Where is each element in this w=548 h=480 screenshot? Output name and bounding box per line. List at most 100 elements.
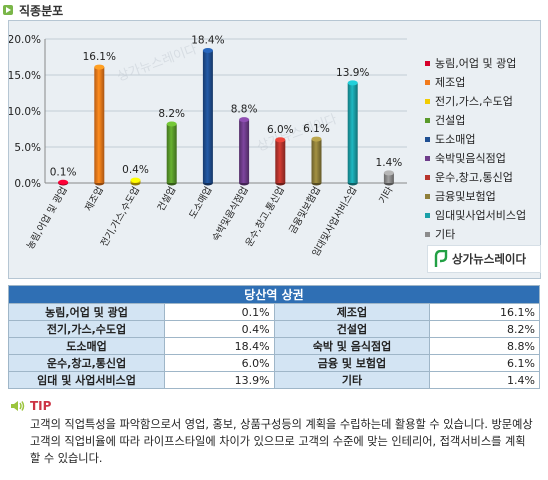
brand-logo-text: 상가뉴스레이다 [452, 252, 527, 266]
x-category-label: 제조업 [82, 185, 106, 214]
x-category-label: 농림,어업 및 광업 [24, 185, 70, 252]
occupation-share-cell: 6.0% [164, 354, 275, 372]
table-row: 운수,창고,통신업 6.0% 금융 및 보험업 6.1% [7, 354, 540, 372]
occupation-share-cell: 8.2% [429, 320, 540, 338]
y-tick-label: 20.0% [9, 34, 41, 46]
y-tick-label: 10.0% [9, 106, 41, 118]
table-row: 농림,어업 및 광업 0.1% 제조업 16.1% [7, 303, 540, 321]
occupation-share-cell: 6.1% [429, 354, 540, 372]
legend-item: 제조업 [425, 74, 465, 90]
legend-swatch [425, 79, 430, 85]
legend-swatch [425, 60, 430, 66]
bar-value-label: 1.4% [376, 157, 403, 169]
bar [347, 80, 358, 186]
bar-value-label: 13.9% [336, 67, 369, 79]
x-category-label: 운수,창고,통신업 [243, 185, 287, 249]
x-category-label: 기타 [377, 185, 395, 206]
y-tick-label: 15.0% [9, 70, 41, 82]
occupation-name-cell: 농림,어업 및 광업 [7, 303, 166, 321]
legend-swatch [425, 98, 430, 104]
legend-label: 기타 [435, 228, 456, 241]
occupation-name-cell: 도소매업 [7, 337, 166, 355]
bar-value-label: 0.1% [50, 166, 77, 178]
table-title: 당산역 상권 [8, 285, 540, 304]
legend-swatch [425, 155, 430, 161]
x-category-label: 도소매업 [187, 185, 215, 221]
bar-value-label: 8.2% [158, 108, 185, 120]
legend-item: 금융및보험업 [425, 188, 496, 204]
bar-value-label: 16.1% [83, 51, 116, 63]
legend-label: 임대및사업서비스업 [435, 209, 527, 222]
speaker-icon [11, 401, 25, 411]
legend-item: 임대및사업서비스업 [425, 207, 526, 223]
x-category-label: 전기,가스,수도업 [98, 185, 142, 249]
bar [130, 177, 141, 186]
legend-item: 도소매업 [425, 131, 475, 147]
legend-label: 숙박및음식점업 [435, 152, 506, 165]
occupation-name-cell: 임대 및 사업서비스업 [7, 371, 166, 389]
region-table: 당산역 상권 농림,어업 및 광업 0.1% 제조업 16.1% 전기,가스,수도업 0.… [7, 285, 540, 389]
y-tick-label: 0.0% [14, 178, 41, 190]
radar-logo-icon [434, 250, 448, 268]
occupation-chart: 상가뉴스레이다 상가뉴스레이다 0.0% 5.0% 10.0% 15.0% 20.0% 0.1… [8, 20, 541, 279]
x-category-label: 숙박및음식점업 [210, 185, 251, 244]
occupation-name-cell: 건설업 [273, 320, 431, 338]
bar [166, 121, 177, 186]
legend-swatch [425, 117, 430, 123]
chart-watermark: 상가뉴스레이다 [115, 42, 199, 85]
tip-header: TIP [10, 399, 51, 413]
table-row: 전기,가스,수도업 0.4% 건설업 8.2% [7, 320, 540, 338]
bar [239, 117, 250, 186]
occupation-name-cell: 운수,창고,통신업 [7, 354, 166, 372]
occupation-name-cell: 기타 [273, 371, 431, 389]
occupation-share-cell: 18.4% [164, 337, 275, 355]
bar [383, 170, 394, 186]
occupation-share-cell: 0.1% [164, 303, 275, 321]
table-row: 임대 및 사업서비스업 13.9% 기타 1.4% [7, 371, 540, 389]
table-row: 도소매업 18.4% 숙박 및 음식점업 8.8% [7, 337, 540, 355]
legend-label: 금융및보험업 [435, 190, 496, 203]
occupation-share-cell: 0.4% [164, 320, 275, 338]
occupation-share-cell: 1.4% [429, 371, 540, 389]
legend-label: 도소매업 [435, 133, 476, 146]
occupation-name-cell: 전기,가스,수도업 [7, 320, 166, 338]
tip-label: TIP [30, 399, 52, 413]
occupation-name-cell: 숙박 및 음식점업 [273, 337, 431, 355]
section-header: 직종분포 [3, 2, 63, 18]
bar-value-label: 6.0% [267, 124, 294, 136]
legend-swatch [425, 231, 430, 237]
legend-swatch [425, 136, 430, 142]
bar-value-label: 6.1% [303, 123, 330, 135]
occupation-share-cell: 13.9% [164, 371, 275, 389]
bar [94, 64, 105, 186]
bar [311, 136, 322, 186]
tip-text: 고객의 직업특성을 파악함으로서 영업, 홍보, 상품구성등의 계획을 수립하는… [30, 418, 533, 465]
bar [58, 179, 69, 186]
bar [202, 48, 213, 186]
occupation-name-cell: 금융 및 보험업 [273, 354, 431, 372]
bar-value-label: 8.8% [231, 104, 258, 116]
arrow-bullet-icon [3, 5, 13, 15]
legend-swatch [425, 212, 430, 218]
legend-item: 농림,어업 및 광업 [425, 55, 516, 71]
legend-item: 운수,창고,통신업 [425, 169, 513, 185]
legend-item: 기타 [425, 226, 455, 242]
occupation-share-cell: 16.1% [429, 303, 540, 321]
x-category-label: 금융및보험업 [286, 185, 323, 236]
y-tick-label: 5.0% [14, 142, 41, 154]
bar [275, 137, 286, 186]
occupation-name-cell: 제조업 [273, 303, 431, 321]
legend-label: 제조업 [435, 76, 466, 89]
legend-swatch [425, 174, 430, 180]
legend-label: 건설업 [435, 114, 466, 127]
bar-value-label: 18.4% [191, 35, 224, 47]
brand-logo: 상가뉴스레이다 [427, 245, 541, 273]
x-category-label: 건설업 [155, 185, 179, 214]
section-title: 직종분포 [19, 3, 64, 18]
occupation-share-cell: 8.8% [429, 337, 540, 355]
legend-item: 숙박및음식점업 [425, 150, 506, 166]
legend-label: 운수,창고,통신업 [435, 171, 513, 184]
legend-label: 전기,가스,수도업 [435, 95, 513, 108]
legend-item: 전기,가스,수도업 [425, 93, 513, 109]
bar-value-label: 0.4% [122, 164, 149, 176]
